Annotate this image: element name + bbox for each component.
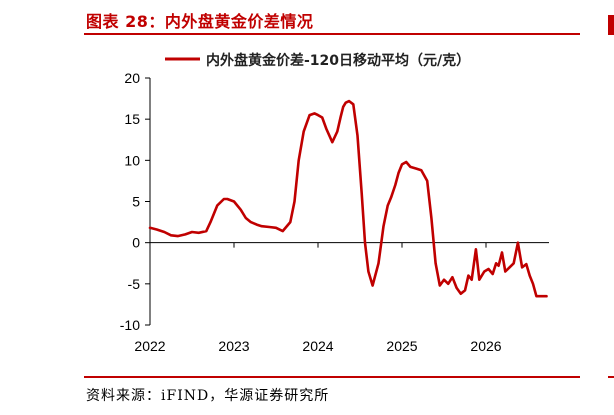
next-figure-edge-marker — [608, 15, 614, 35]
series-line-price-spread — [148, 99, 548, 298]
next-figure-edge-rule — [608, 33, 614, 35]
bottom-rule — [84, 376, 580, 378]
legend-label: 内外盘黄金价差-120日移动平均（元/克） — [206, 52, 470, 69]
y-tick-label: 20 — [124, 70, 140, 86]
x-tick-label: 2024 — [302, 338, 333, 354]
source-note: 资料来源：iFIND，华源证券研究所 — [86, 388, 330, 404]
y-tick-label: 10 — [124, 152, 140, 168]
y-tick-label: -10 — [120, 317, 140, 333]
y-tick-label: 5 — [132, 194, 140, 210]
plot-area — [148, 99, 548, 298]
axes: -10 -5 0 5 10 15 20 2022 2023 2024 2025 2026 — [120, 70, 549, 354]
y-tick-label: 15 — [124, 111, 140, 127]
top-rule — [84, 33, 580, 35]
next-figure-edge-bottom — [608, 376, 614, 378]
x-tick-label: 2026 — [470, 338, 501, 354]
x-tick-label: 2023 — [218, 338, 249, 354]
figure-title: 图表 28：内外盘黄金价差情况 — [86, 12, 314, 31]
legend: 内外盘黄金价差-120日移动平均（元/克） — [165, 52, 470, 69]
x-tick-label: 2025 — [386, 338, 417, 354]
y-tick-label: 0 — [132, 235, 140, 251]
x-tick-label: 2022 — [134, 338, 165, 354]
y-tick-label: -5 — [128, 276, 141, 292]
